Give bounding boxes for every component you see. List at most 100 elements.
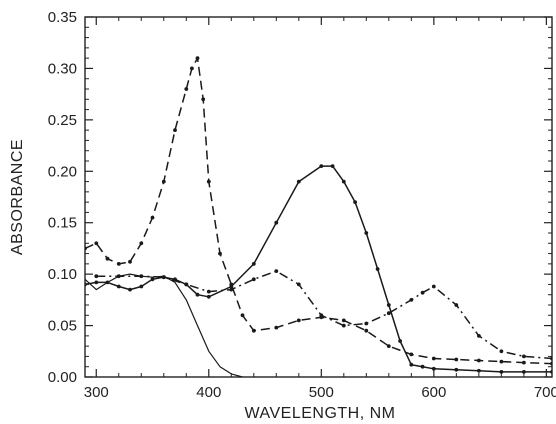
data-point: [190, 66, 194, 71]
data-point: [364, 231, 369, 235]
data-point: [139, 274, 144, 279]
x-tick-label: 500: [309, 384, 334, 401]
data-point: [386, 311, 391, 316]
y-tick-label: 0.15: [48, 215, 77, 232]
data-point: [296, 179, 301, 184]
data-point: [274, 325, 279, 330]
x-tick-label: 300: [84, 384, 109, 401]
data-point: [409, 362, 414, 367]
y-tick-label: 0.35: [48, 9, 77, 26]
data-point: [550, 361, 552, 366]
data-point: [184, 87, 189, 91]
data-point: [454, 303, 459, 307]
data-point: [274, 220, 279, 225]
data-point: [251, 277, 256, 282]
data-point: [522, 354, 526, 359]
data-point: [341, 323, 346, 328]
data-point: [105, 256, 110, 261]
data-point: [522, 360, 526, 365]
x-axis-title: WAVELENGTH, NM: [244, 405, 395, 422]
series-line: [85, 57, 552, 365]
y-tick-label: 0.20: [48, 163, 77, 180]
data-point: [550, 356, 552, 361]
x-tick-label: 400: [196, 384, 221, 401]
data-point: [386, 303, 391, 307]
data-point: [477, 334, 481, 338]
data-point: [522, 370, 526, 374]
data-point: [161, 179, 166, 184]
data-point: [206, 289, 211, 294]
data-point: [499, 359, 504, 364]
series-4: [94, 269, 552, 361]
data-point: [105, 280, 110, 285]
data-point: [85, 246, 87, 251]
data-point: [229, 284, 234, 289]
series-2: [85, 56, 552, 366]
data-point: [251, 262, 256, 266]
data-point: [296, 282, 301, 287]
data-point: [341, 318, 346, 323]
y-tick-label: 0.05: [48, 318, 77, 335]
data-point: [206, 179, 211, 184]
data-point: [477, 368, 481, 373]
data-point: [173, 128, 177, 133]
data-point: [319, 313, 324, 318]
data-point: [431, 356, 436, 361]
data-point: [330, 164, 335, 169]
data-point: [375, 267, 380, 271]
data-point: [386, 344, 391, 348]
data-point: [128, 287, 132, 292]
data-point: [195, 292, 200, 297]
data-point: [499, 349, 504, 354]
data-point: [206, 294, 211, 299]
y-tick-label: 0.30: [48, 60, 77, 77]
data-point: [229, 287, 234, 292]
data-point: [499, 370, 504, 374]
series-line: [96, 270, 552, 360]
data-point: [128, 259, 132, 264]
data-point: [409, 298, 414, 302]
data-point: [550, 370, 552, 374]
y-axis: 0.00 0.05 0.10 0.15 0.20 0.25 0.30 0.35: [48, 9, 552, 386]
plot-frame: [84, 16, 553, 378]
data-point: [319, 164, 324, 169]
x-tick-label: 700: [534, 384, 556, 401]
data-point: [454, 367, 459, 372]
data-point: [240, 313, 245, 318]
data-point: [150, 215, 155, 220]
data-point: [274, 269, 279, 273]
data-point: [409, 352, 414, 357]
data-point: [94, 241, 99, 246]
data-point: [201, 97, 206, 102]
data-point: [341, 179, 346, 184]
data-point: [94, 274, 99, 279]
data-point: [161, 275, 166, 280]
data-point: [116, 262, 121, 266]
data-point: [116, 274, 121, 279]
data-point: [431, 284, 436, 289]
series-line: [85, 273, 243, 377]
data-point: [353, 200, 357, 205]
y-tick-label: 0.25: [48, 112, 77, 129]
data-point: [195, 56, 200, 60]
data-point: [454, 357, 459, 362]
x-tick-label: 600: [421, 384, 446, 401]
x-axis: 300 400 500 600 700: [84, 17, 556, 401]
data-point: [398, 339, 402, 343]
data-point: [218, 251, 222, 256]
data-point: [150, 277, 155, 282]
y-tick-label: 0.10: [48, 266, 77, 283]
plot-area: [84, 16, 553, 378]
data-point: [116, 284, 121, 289]
y-tick-label: 0.00: [48, 369, 77, 386]
data-point: [477, 358, 481, 363]
data-point: [94, 280, 99, 285]
data-point: [420, 290, 425, 295]
series-3: [85, 164, 552, 374]
data-point: [139, 241, 144, 246]
data-point: [364, 328, 369, 333]
data-point: [420, 364, 425, 369]
y-axis-title: ABSORBANCE: [9, 139, 26, 255]
series-1: [85, 273, 243, 377]
